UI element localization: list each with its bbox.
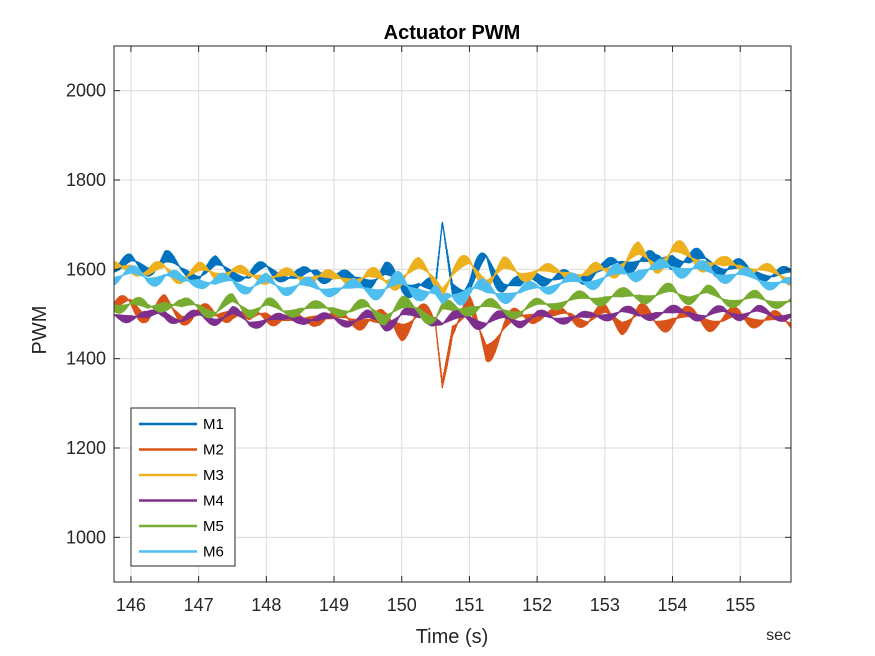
x-unit-label: sec bbox=[766, 627, 791, 644]
series-line-m6 bbox=[114, 258, 791, 306]
x-tick-label: 151 bbox=[454, 595, 484, 615]
x-tick-label: 152 bbox=[522, 595, 552, 615]
x-tick-label: 149 bbox=[319, 595, 349, 615]
legend-label-m6: M6 bbox=[203, 544, 224, 561]
x-axis-label: Time (s) bbox=[416, 626, 489, 648]
x-tick-label: 153 bbox=[590, 595, 620, 615]
legend-label-m1: M1 bbox=[203, 416, 224, 433]
chart-title: Actuator PWM bbox=[384, 22, 521, 44]
x-tick-label: 150 bbox=[387, 595, 417, 615]
x-tick-label: 148 bbox=[251, 595, 281, 615]
y-tick-label: 1200 bbox=[66, 438, 106, 458]
y-tick-label: 1000 bbox=[66, 527, 106, 547]
x-tick-label: 155 bbox=[725, 595, 755, 615]
series-line-m4 bbox=[114, 304, 791, 332]
y-tick-label: 1400 bbox=[66, 349, 106, 369]
legend: M1 M2 M3 M4 M5 M6 bbox=[130, 407, 236, 567]
legend-box bbox=[130, 407, 236, 567]
y-axis-label: PWM bbox=[29, 306, 51, 355]
x-tick-label: 154 bbox=[658, 595, 688, 615]
y-tick-label: 2000 bbox=[66, 81, 106, 101]
legend-label-m4: M4 bbox=[203, 493, 224, 510]
series-line-m1 bbox=[114, 221, 791, 300]
series-layer bbox=[114, 221, 791, 389]
series-line-m5 bbox=[114, 282, 791, 326]
y-tick-label: 1800 bbox=[66, 170, 106, 190]
legend-label-m2: M2 bbox=[203, 442, 224, 459]
legend-label-m3: M3 bbox=[203, 467, 224, 484]
series-line-m2 bbox=[114, 294, 791, 389]
x-tick-label: 146 bbox=[116, 595, 146, 615]
tick-marks: 146 147 148 149 150 151 152 153 154 155 1000 1200 14… bbox=[66, 46, 791, 615]
x-tick-label: 147 bbox=[184, 595, 214, 615]
y-tick-label: 1600 bbox=[66, 259, 106, 279]
axes-box bbox=[113, 45, 792, 583]
legend-label-m5: M5 bbox=[203, 518, 224, 535]
